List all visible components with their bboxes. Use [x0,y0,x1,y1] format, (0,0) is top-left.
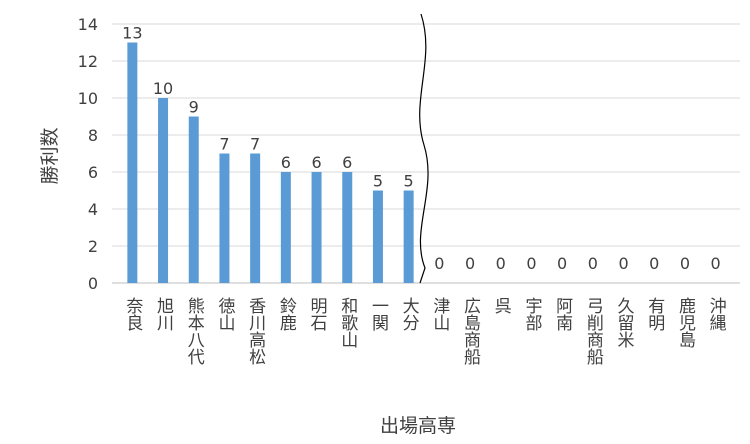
y-tick-label: 14 [78,15,98,34]
y-tick-label: 12 [78,52,98,71]
y-tick-label: 2 [88,237,98,256]
data-label: 5 [404,172,414,191]
category-label: 和歌山 [337,297,358,348]
data-labels: 13 10 9 7 7 6 6 6 5 5 0 0 0 0 0 0 0 0 0 0 [122,24,721,274]
bars [127,42,414,283]
category-label: 明石 [307,297,328,331]
category-label: 鹿児島 [675,297,696,349]
data-label: 0 [465,254,475,273]
category-label: 弓削商船 [583,297,604,365]
category-label: 熊本八代 [184,297,205,365]
category-labels: 奈良 旭川 熊本八代 徳山 香川高松 鈴鹿 明石 和歌山 一関 大分 津山 広島商船呉宇部 阿南 弓削商船… [122,297,726,365]
y-axis-title: 勝利数 [39,127,61,184]
category-label: 宇部 [521,297,542,331]
bar [219,153,230,283]
category-label: 呉 [491,297,512,314]
data-label: 0 [680,254,690,273]
gridlines [112,23,740,247]
category-label: 沖縄 [706,297,727,331]
y-tick-labels: 0 2 4 6 8 10 12 14 [78,15,98,293]
bar [127,42,138,283]
category-label: 有明 [644,297,665,332]
data-label: 0 [496,254,506,273]
bar [188,116,199,283]
data-label: 9 [189,98,199,117]
category-label: 津山 [429,297,450,331]
category-label: 鈴鹿 [276,297,297,331]
data-label: 0 [711,254,721,273]
data-label: 0 [526,254,536,273]
data-label: 10 [153,79,173,98]
y-tick-label: 10 [78,89,98,108]
category-label: 一関 [368,297,389,331]
category-label: 奈良 [122,297,143,331]
x-axis-title: 出場高専 [380,415,456,437]
data-label: 13 [122,24,142,43]
y-tick-label: 4 [88,200,98,219]
bar [250,153,261,283]
data-label: 6 [311,153,321,172]
category-label: 旭川 [153,297,174,331]
y-tick-label: 6 [88,163,98,182]
bar [311,172,322,283]
data-label: 5 [373,172,383,191]
y-tick-label: 0 [88,274,98,293]
data-label: 0 [618,254,628,273]
data-label: 6 [281,153,291,172]
data-label: 0 [557,254,567,273]
category-label: 広島商船 [460,297,481,365]
data-label: 0 [588,254,598,273]
y-tick-label: 8 [88,126,98,145]
data-label: 7 [219,135,229,154]
bar [372,190,383,283]
bar [280,172,291,283]
category-label: 大分 [399,297,420,331]
data-label: 6 [342,153,352,172]
data-label: 7 [250,135,260,154]
category-label: 香川高松 [245,297,266,365]
category-label: 阿南 [552,297,572,331]
bar [342,172,353,283]
category-label: 徳山 [214,297,235,331]
bar [403,190,414,283]
axis-break-marker [419,13,429,284]
category-label: 久留米 [614,297,635,348]
bar [158,98,169,283]
data-label: 0 [649,254,659,273]
data-label: 0 [434,254,444,273]
